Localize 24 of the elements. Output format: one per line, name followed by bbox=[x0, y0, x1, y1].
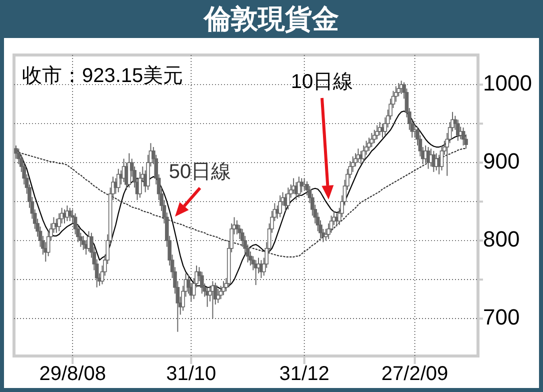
x-tick-label: 31/10 bbox=[166, 363, 216, 385]
text: 10日線 bbox=[290, 71, 354, 93]
candlestick bbox=[116, 168, 120, 193]
annotation: 收市：923.15美元 bbox=[22, 64, 184, 87]
candlestick bbox=[297, 176, 301, 198]
y-tick-label: 700 bbox=[483, 304, 520, 330]
x-tick-label: 31/12 bbox=[279, 363, 330, 385]
y-tick-label: 1000 bbox=[483, 70, 532, 96]
x-tick-label: 29/8/08 bbox=[39, 363, 106, 385]
candlestick bbox=[81, 235, 86, 250]
candlestick bbox=[367, 137, 371, 152]
candlestick bbox=[362, 144, 366, 164]
candlestick bbox=[372, 129, 376, 144]
y-tick-label: 800 bbox=[483, 226, 520, 252]
series-label: 50日線 bbox=[168, 161, 232, 183]
candlestick bbox=[222, 280, 226, 296]
x-tick-label: 27/2/09 bbox=[381, 363, 448, 385]
candlestick bbox=[375, 124, 379, 140]
candlestick bbox=[235, 220, 239, 235]
y-tick-label: 900 bbox=[483, 148, 520, 174]
candlestick bbox=[68, 207, 72, 222]
candlestick bbox=[286, 187, 290, 210]
chart-title: 倫敦現貨金 bbox=[203, 4, 339, 34]
candlestick bbox=[440, 144, 444, 171]
